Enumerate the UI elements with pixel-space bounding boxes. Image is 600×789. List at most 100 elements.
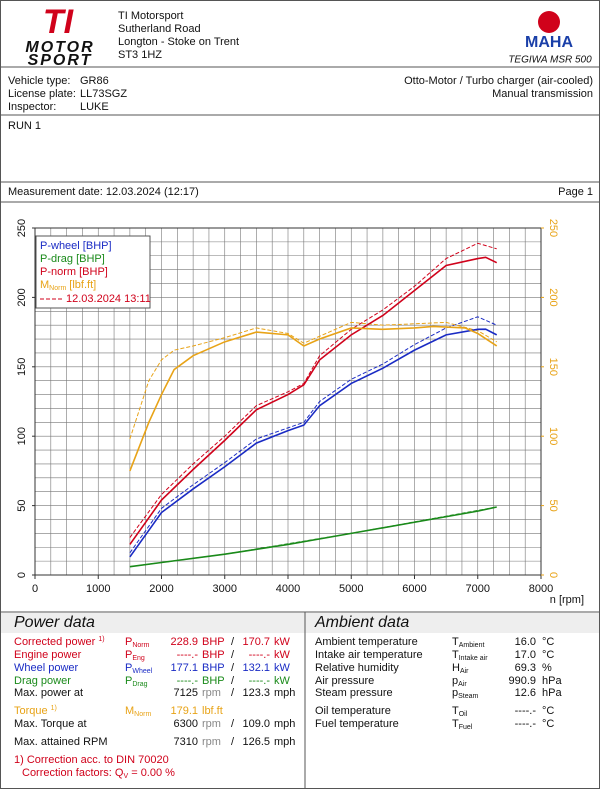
legend-entry: MNorm [lbf.ft]: [40, 279, 96, 292]
unit: kW: [274, 675, 291, 687]
vehicle-info: Otto-Motor / Turbo charger (air-cooled): [404, 75, 593, 87]
legend-entry: P-norm [BHP]: [40, 266, 108, 278]
y2-tick-label: 100: [547, 427, 559, 445]
value: 179.1: [170, 705, 198, 717]
unit: BHP: [202, 636, 225, 648]
symbol-main: P: [125, 662, 132, 674]
section-title: Ambient data: [314, 614, 409, 631]
unit: kW: [274, 636, 291, 648]
separator: /: [231, 687, 235, 699]
symbol-sub: Norm: [134, 711, 151, 718]
symbol-sub: Eng: [132, 655, 145, 662]
unit: rpm: [202, 736, 221, 748]
y-tick-label: 200: [16, 288, 28, 306]
separator: /: [231, 662, 235, 674]
legend-unit: [lbf.ft]: [69, 279, 96, 291]
maha-logo: MAHA TEGIWA MSR 500: [508, 11, 592, 66]
row-label: Air pressure: [315, 675, 374, 687]
legend-entry: P-wheel [BHP]: [40, 240, 112, 252]
label-text: Engine power: [14, 649, 82, 661]
vehicle-label: Vehicle type:: [8, 75, 70, 87]
unit: BHP: [202, 649, 225, 661]
symbol-main: T: [452, 649, 459, 661]
row-label: Max. power at: [14, 687, 83, 699]
x-tick-label: 8000: [529, 583, 553, 595]
separator: /: [231, 649, 235, 661]
row-label: Corrected power 1): [14, 636, 105, 648]
unit: °C: [542, 718, 554, 730]
value: 7310: [174, 736, 198, 748]
symbol-sub: Fuel: [459, 724, 473, 731]
value: ----.-: [177, 675, 199, 687]
maha-mark: MAHA: [525, 34, 573, 51]
symbol-main: P: [125, 649, 132, 661]
symbol: TIntake air: [452, 649, 488, 662]
y2-tick-label: 150: [547, 358, 559, 376]
legend-entry: 12.03.2024 13:11: [66, 293, 151, 305]
unit: °C: [542, 636, 554, 648]
row-label: Fuel temperature: [315, 718, 399, 730]
symbol-sub: Air: [458, 681, 467, 688]
x-tick-label: 6000: [402, 583, 426, 595]
comparison-line: [129, 321, 497, 440]
row-label: Max. attained RPM: [14, 736, 108, 748]
vehicle-info: Manual transmission: [492, 88, 593, 100]
y2-tick-label: 0: [547, 572, 559, 578]
company-line: ST3 1HZ: [118, 49, 162, 61]
y-tick-label: 250: [16, 219, 28, 237]
separator: /: [231, 675, 235, 687]
symbol-sub: Oil: [459, 711, 468, 718]
footnote: Correction factors: QV = 0.00 %: [22, 767, 175, 780]
value: 228.9: [170, 636, 198, 648]
x-tick-label: 4000: [276, 583, 300, 595]
symbol: PDrag: [125, 675, 148, 688]
run-label: RUN 1: [8, 120, 41, 132]
page-number: Page 1: [558, 186, 593, 198]
y-tick-label: 150: [16, 358, 28, 376]
symbol: PNorm: [125, 636, 150, 649]
label-note: 1): [51, 705, 57, 712]
symbol-sub: Wheel: [132, 668, 152, 675]
footnote-text: = 0.00 %: [128, 767, 175, 779]
symbol: TFuel: [452, 718, 473, 731]
unit: °C: [542, 705, 554, 717]
value: ----.-: [249, 649, 271, 661]
value: 177.1: [170, 662, 198, 674]
measurement-date: Measurement date: 12.03.2024 (12:17): [8, 186, 199, 198]
footnote-sub: V: [123, 773, 128, 780]
symbol: MNorm: [125, 705, 151, 718]
unit: %: [542, 662, 552, 674]
vehicle-label: License plate:: [8, 88, 76, 100]
unit: rpm: [202, 687, 221, 699]
value: ----.-: [515, 718, 537, 730]
unit: kW: [274, 649, 291, 661]
y2-tick-label: 200: [547, 288, 559, 306]
row-label: Oil temperature: [315, 705, 391, 717]
y2-tick-label: 50: [547, 499, 559, 511]
symbol-main: p: [452, 675, 458, 687]
comparison-line: [129, 242, 497, 538]
symbol: PEng: [125, 649, 145, 662]
value: 7125: [174, 687, 198, 699]
y-tick-label: 0: [16, 572, 28, 578]
value: 69.3: [515, 662, 536, 674]
symbol-sub: Steam: [458, 693, 478, 700]
symbol: pSteam: [452, 687, 479, 700]
symbol-sub: Drag: [132, 681, 147, 688]
symbol: pAir: [452, 675, 467, 688]
comparison-line: [129, 316, 497, 554]
symbol-sub: Norm: [132, 642, 149, 649]
x-tick-label: 3000: [213, 583, 237, 595]
x-tick-label: 2000: [149, 583, 173, 595]
vehicle-label: Inspector:: [8, 101, 56, 113]
row-label: Steam pressure: [315, 687, 393, 699]
label-text: Wheel power: [14, 662, 79, 674]
unit: lbf.ft: [202, 705, 223, 717]
value: 16.0: [515, 636, 536, 648]
symbol-main: T: [452, 718, 459, 730]
value: 990.9: [508, 675, 536, 687]
value: 17.0: [515, 649, 536, 661]
logo-line: SPORT: [28, 52, 93, 69]
section-title: Power data: [14, 614, 95, 631]
company-line: Sutherland Road: [118, 23, 201, 35]
